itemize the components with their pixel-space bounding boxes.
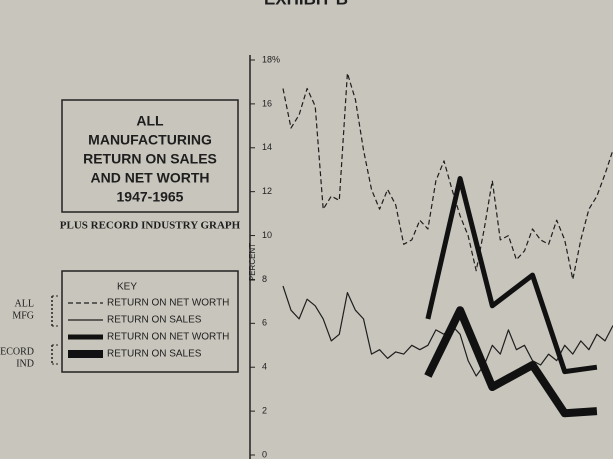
legend-group-label: RECORD [0,346,34,357]
series-line [424,306,598,418]
subtitle: PLUS RECORD INDUSTRY GRAPH [60,220,241,232]
legend-label: RETURN ON NET WORTH [107,298,229,309]
y-tick-label: 18% [262,54,280,64]
legend-group-label: MFG [12,310,34,321]
series-line [282,72,613,280]
legend-title: KEY [117,282,137,293]
legend-group-label: IND [16,358,34,369]
legend-label: RETURN ON NET WORTH [107,332,229,343]
legend-label: RETURN ON SALES [107,349,202,360]
y-tick-label: 4 [262,362,267,372]
legend-bracket [52,295,60,365]
y-tick-label: 8 [262,274,267,284]
legend-group-label: ALL [15,298,34,309]
y-tick-label: 10 [262,230,272,240]
legend-label: RETURN ON SALES [107,315,202,326]
box-title-line: ALL [136,113,164,129]
box-title-line: RETURN ON SALES [83,151,217,167]
chart-title: EXHIBIT B [264,0,348,8]
box-title-line: AND NET WORTH [91,170,210,186]
legend-box [61,270,239,373]
y-tick-label: 6 [262,318,267,328]
series-line [425,176,598,375]
y-axis-label: PERCENT [248,243,257,281]
y-tick-label: 14 [262,142,272,152]
y-tick-label: 12 [262,186,272,196]
y-tick-label: 2 [262,405,267,415]
y-tick-label: 0 [262,449,267,459]
box-title-line: MANUFACTURING [88,132,212,148]
title-box [61,99,239,213]
y-tick-label: 16 [262,98,272,108]
box-title-line: 1947-1965 [117,189,184,205]
